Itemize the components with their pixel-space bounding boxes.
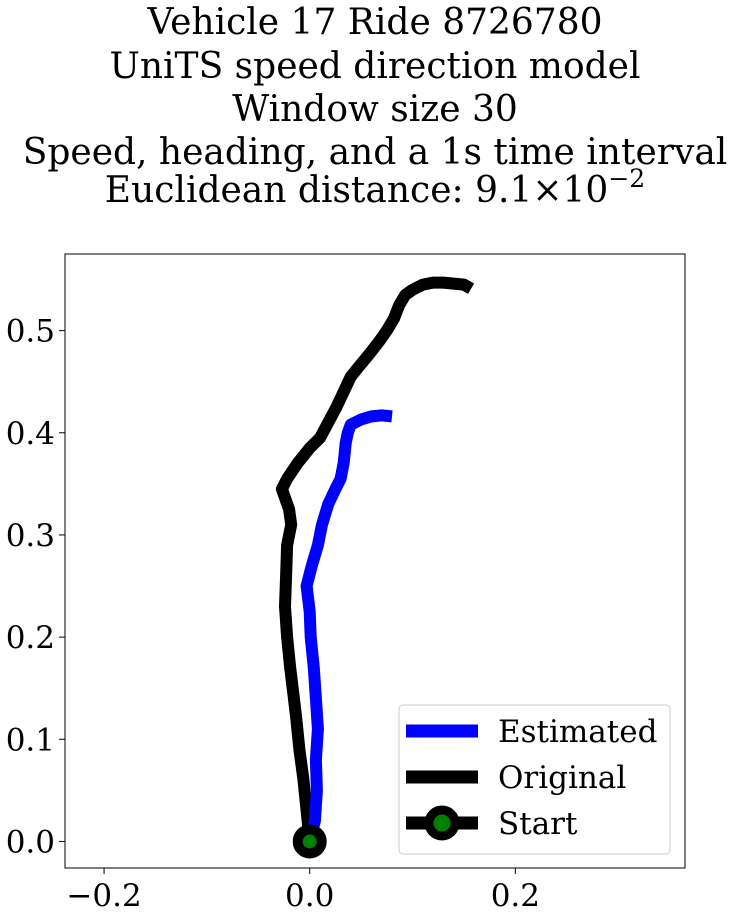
x-tick-label: 0.0 xyxy=(285,878,334,914)
title-line-4: Speed, heading, and a 1s time interval xyxy=(23,132,728,173)
y-tick-label: 0.0 xyxy=(6,824,55,860)
y-tick-label: 0.3 xyxy=(6,518,55,554)
series-layer xyxy=(275,276,475,859)
y-tick-label: 0.4 xyxy=(6,416,55,452)
plot-frame xyxy=(64,253,686,869)
title-line-2: UniTS speed direction model xyxy=(110,46,641,87)
distance-exponent: −2 xyxy=(608,164,645,193)
series-line-original xyxy=(275,276,475,843)
distance-label: Euclidean distance: xyxy=(105,170,475,211)
x-tick-label: −0.2 xyxy=(66,878,141,914)
x-tick-label: 0.2 xyxy=(491,878,540,914)
title-line-1: Vehicle 17 Ride 8726780 xyxy=(146,2,602,43)
legend: Estimated Original Start xyxy=(398,704,671,855)
start-marker xyxy=(292,824,327,859)
legend-swatch-start-marker xyxy=(424,805,460,841)
ticks-layer: −0.2 0.0 0.2 0.0 0.1 0.2 0.3 0.4 0.5 xyxy=(6,314,540,914)
y-tick-label: 0.5 xyxy=(6,314,55,350)
title-line-5: Euclidean distance: 9.1×10−2 xyxy=(105,164,645,211)
chart-title: Vehicle 17 Ride 8726780 UniTS speed dire… xyxy=(23,2,728,211)
title-line-3: Window size 30 xyxy=(232,89,518,130)
y-tick-label: 0.1 xyxy=(6,722,55,758)
legend-label-start: Start xyxy=(498,806,578,842)
legend-label-original: Original xyxy=(498,760,626,796)
distance-times: ×10 xyxy=(532,170,608,211)
series-line-estimated xyxy=(300,409,393,843)
distance-mantissa: 9.1 xyxy=(475,170,532,211)
y-tick-label: 0.2 xyxy=(6,620,55,656)
legend-label-estimated: Estimated xyxy=(498,714,657,750)
